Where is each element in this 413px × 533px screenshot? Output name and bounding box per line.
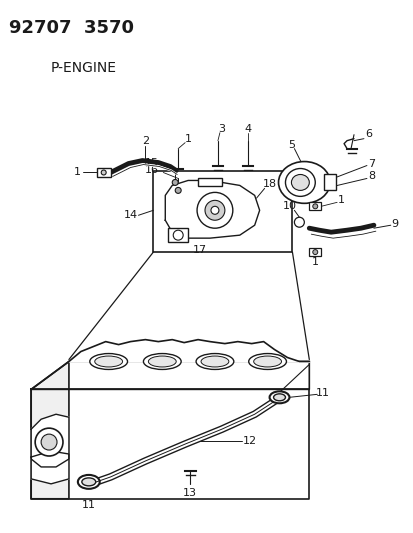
Polygon shape — [31, 361, 309, 389]
Ellipse shape — [78, 475, 100, 489]
Circle shape — [35, 428, 63, 456]
Circle shape — [312, 249, 317, 255]
Bar — [309, 248, 320, 256]
Ellipse shape — [273, 394, 285, 401]
Circle shape — [294, 217, 304, 227]
Polygon shape — [31, 451, 69, 484]
Text: 7: 7 — [368, 158, 375, 168]
Text: 8: 8 — [368, 172, 375, 181]
Circle shape — [197, 192, 232, 228]
Ellipse shape — [201, 356, 228, 367]
Ellipse shape — [285, 168, 315, 196]
Bar — [153, 171, 292, 252]
Text: 9: 9 — [390, 219, 397, 229]
Circle shape — [173, 230, 183, 240]
Text: P-ENGINE: P-ENGINE — [51, 61, 117, 75]
Ellipse shape — [278, 161, 330, 203]
Circle shape — [211, 206, 218, 214]
Text: 6: 6 — [365, 128, 372, 139]
Ellipse shape — [248, 353, 286, 369]
Text: 16: 16 — [144, 165, 158, 174]
Text: 92707  3570: 92707 3570 — [9, 19, 134, 37]
Circle shape — [204, 200, 224, 220]
Text: 14: 14 — [123, 210, 137, 220]
Ellipse shape — [143, 353, 181, 369]
Bar — [197, 179, 221, 187]
Text: 11: 11 — [82, 500, 95, 510]
Ellipse shape — [291, 174, 309, 190]
Circle shape — [175, 188, 181, 193]
Ellipse shape — [90, 353, 127, 369]
Ellipse shape — [196, 353, 233, 369]
Polygon shape — [31, 389, 309, 499]
Polygon shape — [165, 181, 259, 238]
Text: 1: 1 — [337, 196, 344, 205]
Circle shape — [101, 170, 106, 175]
Text: 4: 4 — [244, 124, 251, 134]
Polygon shape — [31, 414, 69, 467]
Text: 15: 15 — [144, 158, 158, 167]
Ellipse shape — [148, 356, 176, 367]
Text: 13: 13 — [183, 488, 197, 498]
Text: 17: 17 — [192, 245, 206, 255]
Bar — [309, 203, 320, 211]
Text: 1: 1 — [311, 257, 318, 267]
Text: 2: 2 — [142, 136, 149, 146]
Circle shape — [41, 434, 57, 450]
Text: 18: 18 — [262, 180, 276, 189]
Text: 1: 1 — [73, 167, 80, 177]
Text: 1: 1 — [184, 134, 191, 144]
Text: 11: 11 — [316, 389, 330, 398]
Text: 10: 10 — [282, 201, 296, 211]
Circle shape — [312, 204, 317, 209]
Bar — [97, 167, 110, 177]
Ellipse shape — [82, 478, 95, 486]
Circle shape — [172, 180, 178, 185]
Bar — [168, 228, 188, 242]
Ellipse shape — [253, 356, 281, 367]
Ellipse shape — [269, 391, 289, 403]
Text: 12: 12 — [242, 436, 256, 446]
Polygon shape — [31, 361, 69, 499]
Text: 3: 3 — [218, 124, 225, 134]
Ellipse shape — [95, 356, 122, 367]
Bar — [323, 174, 335, 190]
Text: 5: 5 — [287, 140, 294, 150]
